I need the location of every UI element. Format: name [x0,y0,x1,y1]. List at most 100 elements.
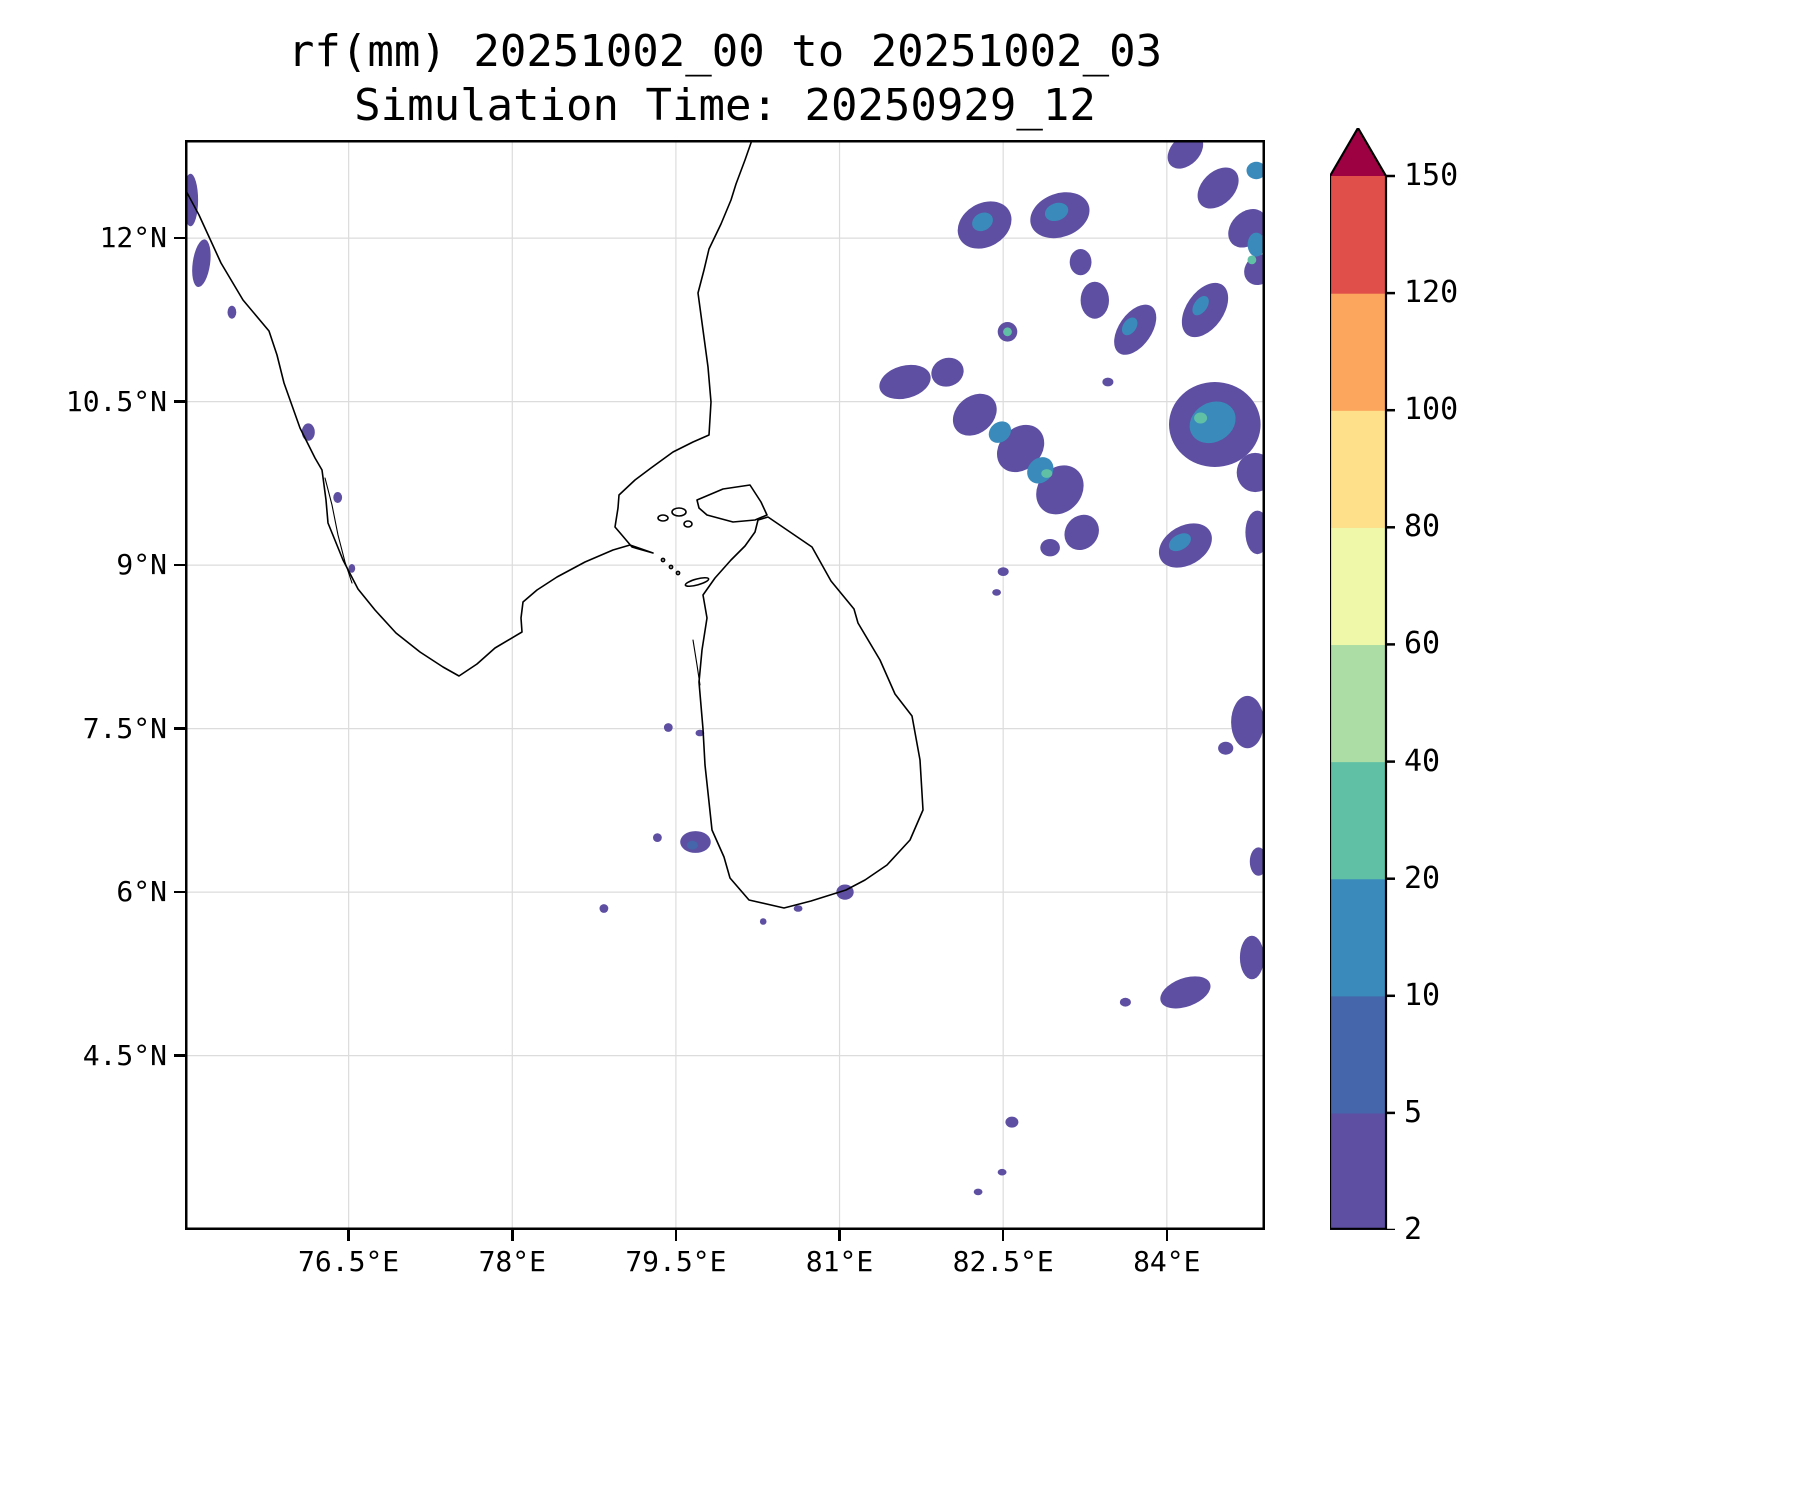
map-plot-area [185,140,1265,1230]
rain-patch [1003,327,1012,337]
colorbar-segment [1330,878,1386,997]
rain-patch [973,1188,983,1196]
colorbar-outline [1328,125,1388,1230]
jaffna-islet [671,507,687,517]
rain-patch [301,423,315,441]
rain-patch [1044,202,1069,222]
rain-patch [879,364,931,400]
rain-patch [1194,412,1208,424]
rain-patch [1247,255,1257,265]
colorbar-segment [1330,527,1386,646]
rain-patch [1247,232,1265,257]
y-tick-label: 9°N [116,548,167,582]
rain-patch [1040,539,1060,557]
kalpitiya-spit [692,639,701,686]
rain-patch [1189,401,1236,444]
coastline-srilanka-main [698,516,924,909]
x-axis-tick [1165,1230,1169,1241]
rain-patch [1102,377,1114,387]
colorbar-tick-label: 150 [1404,158,1459,193]
colorbar-tick-label: 20 [1404,860,1441,896]
rain-patch [348,564,356,573]
rain-patch [1167,140,1204,169]
coastlines [185,140,924,909]
x-axis-tick [1001,1230,1005,1241]
rain-patch [1160,976,1211,1009]
x-tick-label: 82.5°E [952,1245,1054,1278]
x-axis-tick [347,1230,350,1241]
rain-patch [1192,296,1209,316]
colorbar-segment [1330,995,1386,1114]
y-axis-tick [174,727,185,730]
rain-patch [663,723,673,732]
jaffna-islet [657,514,669,522]
rain-patch [997,567,1009,576]
colorbar-segment [1330,761,1386,880]
rain-patch [1218,741,1234,755]
rain-patch [988,421,1012,443]
colorbar-tick-label: 10 [1404,977,1441,1013]
rain-patch [1119,997,1131,1007]
rain-patch [1080,281,1109,319]
y-axis-tick [174,890,185,894]
x-tick-label: 81°E [805,1245,874,1278]
rain-patch [1069,249,1092,276]
rain-patch [931,357,964,387]
colorbar-over-triangle [1330,128,1386,176]
rain-patch [1231,695,1264,749]
colorbar-segment [1330,410,1386,528]
rain-patch [997,1168,1007,1176]
coastline-jaffna-peninsula [696,484,768,523]
y-axis-tick [174,1054,185,1057]
colorbar-segment [1330,293,1386,411]
colorbar-tick-label: 2 [1404,1212,1423,1247]
colorbar-tick-label: 5 [1404,1094,1423,1130]
map-svg [185,140,1265,1230]
y-axis-tick [174,563,185,567]
rain-patch [192,239,211,287]
rain-patch [686,840,698,850]
rain-patch [1246,161,1265,180]
colorbar-tick-label: 80 [1404,509,1441,545]
rain-patch [695,729,705,737]
rain-patch [1239,935,1264,980]
colorbar-svg [1328,125,1395,1232]
rain-patch [1121,317,1138,336]
y-tick-label: 12°N [99,221,167,255]
plot-frame [185,140,1265,1230]
x-axis-tick [674,1230,678,1241]
y-tick-label: 7.5°N [82,711,167,745]
rain-patch [1249,847,1265,876]
rain-patch [1064,514,1099,551]
rain-patch [759,918,767,925]
rainfall-patches [185,140,1265,1196]
mannar-island [684,576,710,588]
gridlines [185,140,1265,1230]
rain-patch [1236,452,1265,493]
rain-patch [333,492,343,503]
rain-patch [1197,167,1239,209]
coastline-india [185,140,753,677]
rain-patch [992,589,1001,596]
colorbar-tick-label: 100 [1404,392,1459,428]
colorbar-tick-label: 120 [1404,275,1459,311]
rain-patch [972,212,993,232]
rain-patch [1168,533,1191,552]
plot-title: rf(mm) 20251002_00 to 20251002_03 [287,26,1163,77]
rain-patch [227,305,237,319]
colorbar-segment [1330,176,1386,294]
x-axis-tick [838,1230,841,1241]
adams-bridge-shoal [675,570,681,576]
x-tick-label: 78°E [478,1245,547,1278]
y-axis-tick [174,400,185,403]
x-axis-tick [511,1230,514,1241]
colorbar-segment [1330,1112,1386,1231]
colorbar-segment [1330,644,1386,763]
adams-bridge-shoal [660,557,666,563]
plot-subtitle: Simulation Time: 20250929_12 [354,80,1096,131]
kerala-backwaters [324,477,353,584]
rain-patch [1005,1116,1019,1128]
rain-patch [952,393,997,436]
adams-bridge-shoal [668,564,674,570]
rain-patch [1041,469,1053,478]
